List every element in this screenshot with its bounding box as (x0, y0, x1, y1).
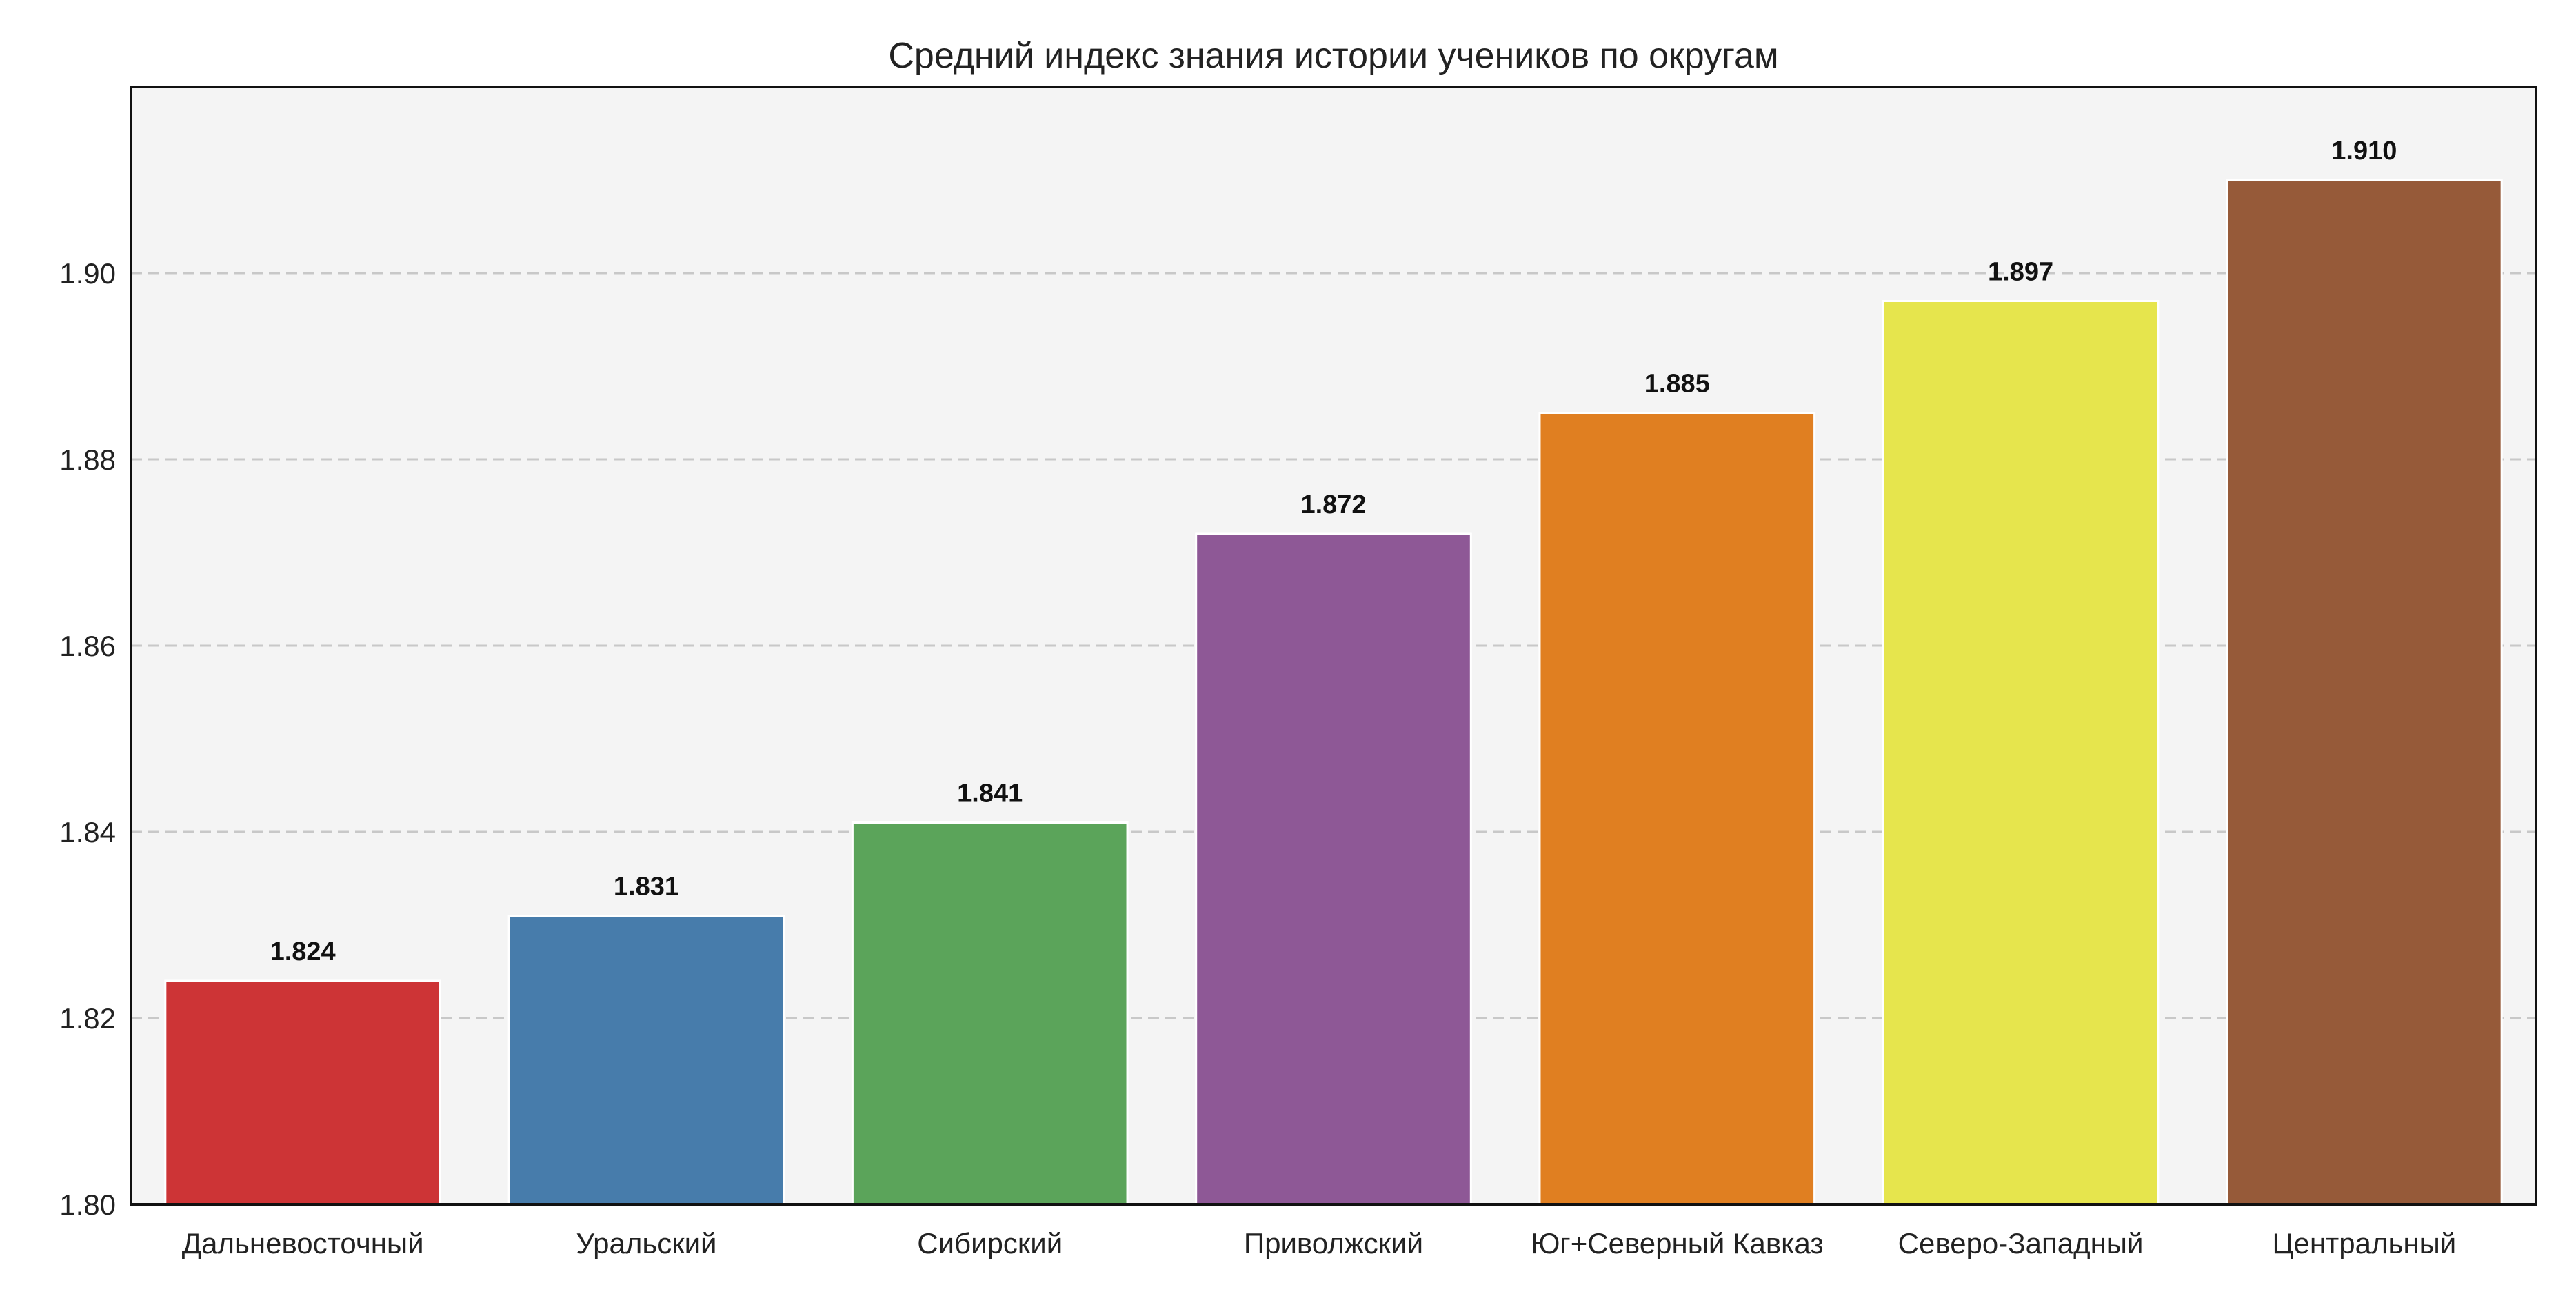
x-tick-label: Приволжский (1244, 1227, 1423, 1259)
y-axis: 1.80 1.82 1.84 1.86 1.88 1.90 (59, 257, 116, 1221)
bar-value-label: 1.872 (1300, 490, 1366, 519)
plot-area-frame (130, 86, 2537, 1206)
bar (164, 979, 441, 1206)
bar (851, 821, 1129, 1206)
x-tick-label: Центральный (2272, 1227, 2456, 1259)
x-tick-label: Северо-Западный (1898, 1227, 2144, 1259)
y-tick-label: 1.80 (59, 1188, 116, 1221)
y-tick-label: 1.82 (59, 1002, 116, 1035)
y-tick-label: 1.88 (59, 444, 116, 476)
x-tick-label: Дальневосточный (182, 1227, 424, 1259)
bar (507, 915, 785, 1206)
bar-value-label: 1.824 (270, 937, 336, 966)
bar (1195, 532, 1472, 1206)
x-tick-label: Сибирский (917, 1227, 1063, 1259)
x-tick-label: Юг+Северный Кавказ (1531, 1227, 1824, 1259)
bar-value-label: 1.841 (957, 779, 1023, 808)
bar-value-label: 1.885 (1644, 370, 1710, 399)
y-tick-label: 1.84 (59, 816, 116, 848)
y-tick-label: 1.86 (59, 630, 116, 662)
x-axis: Дальневосточный Уральский Сибирский Приволж… (182, 1227, 2457, 1259)
y-tick-label: 1.90 (59, 257, 116, 290)
value-labels: 1.824 1.831 1.841 1.872 1.885 1.897 1.910 (270, 137, 2397, 966)
bar-value-label: 1.897 (1988, 258, 2053, 287)
bar (1882, 300, 2160, 1206)
bars (164, 179, 2503, 1206)
chart-title: Средний индекс знания истории учеников п… (888, 36, 1778, 76)
bar (2226, 179, 2503, 1206)
bar-value-label: 1.831 (614, 873, 679, 901)
x-tick-label: Уральский (576, 1227, 716, 1259)
bar (1538, 412, 1816, 1206)
bar-value-label: 1.910 (2331, 137, 2397, 166)
